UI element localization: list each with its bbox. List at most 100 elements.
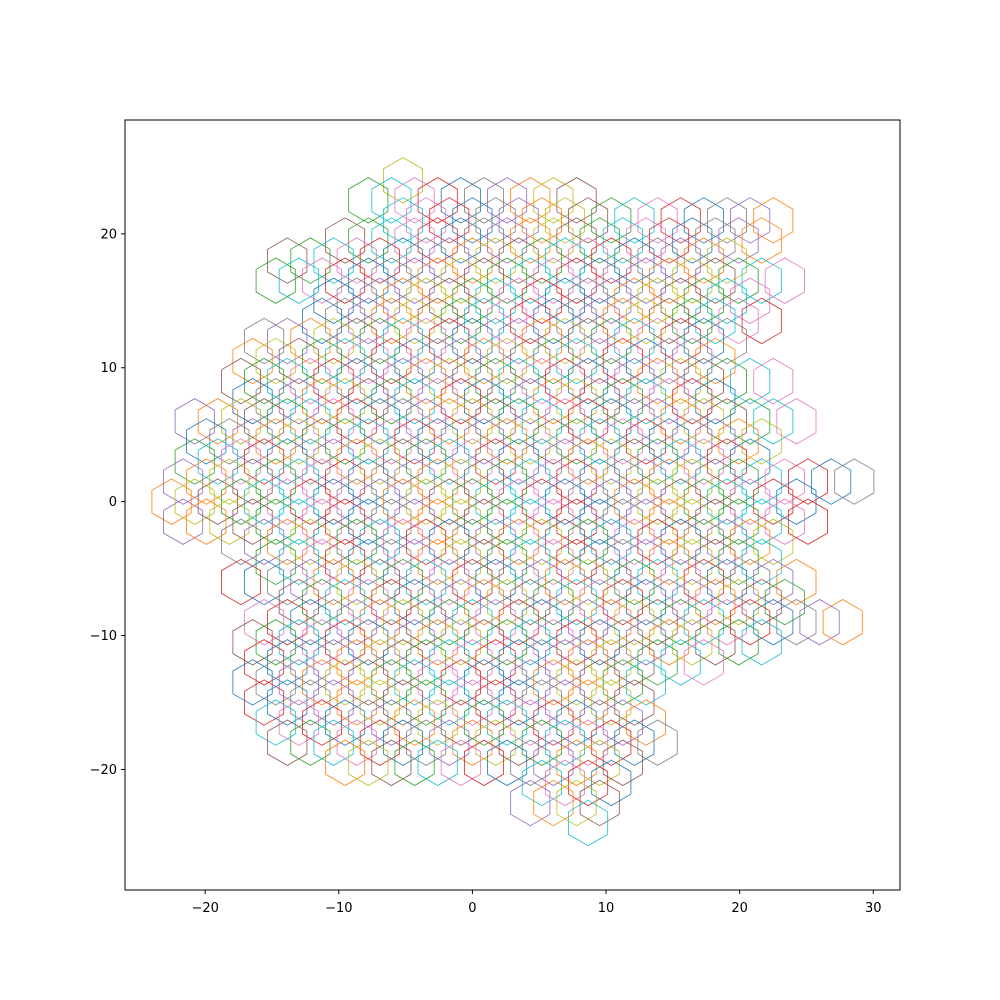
hexagon-marker bbox=[394, 578, 435, 626]
hexagon-marker bbox=[568, 197, 609, 244]
hexagon-marker bbox=[498, 398, 539, 445]
hexagon-marker bbox=[487, 699, 528, 746]
hexagon-marker bbox=[278, 337, 319, 385]
hexagon-marker bbox=[614, 478, 655, 525]
hexagon-marker bbox=[626, 498, 666, 545]
hexagon-marker bbox=[695, 458, 736, 505]
hexagon-marker bbox=[487, 739, 528, 786]
hexagon-marker bbox=[614, 719, 655, 766]
hexagon-marker bbox=[707, 357, 747, 405]
hexagon-marker bbox=[301, 378, 343, 425]
hexagon-marker bbox=[626, 297, 666, 345]
hexagon-marker bbox=[313, 518, 354, 565]
hexagon-marker bbox=[394, 739, 435, 786]
hexagon-marker bbox=[660, 197, 701, 244]
hexagon-marker bbox=[776, 599, 817, 646]
hexagon-marker bbox=[707, 277, 747, 324]
hexagon-marker bbox=[626, 257, 666, 304]
hexagon-marker bbox=[244, 639, 285, 686]
hexagon-marker bbox=[568, 599, 609, 646]
hexagon-marker bbox=[556, 739, 597, 786]
hexagon-marker bbox=[475, 197, 516, 244]
hexagon-marker bbox=[440, 538, 481, 586]
hexagon-marker bbox=[301, 699, 343, 746]
hexagon-marker bbox=[382, 719, 424, 766]
hexagon-marker bbox=[406, 317, 447, 365]
hexagon-marker bbox=[556, 217, 597, 264]
hexagon-marker bbox=[602, 418, 643, 465]
hexagon-marker bbox=[498, 317, 539, 365]
hexagon-marker bbox=[255, 538, 296, 586]
hexagon-marker bbox=[683, 438, 724, 485]
hexagon-marker bbox=[556, 779, 597, 827]
hexagon-marker bbox=[463, 257, 505, 304]
hexagon-marker bbox=[764, 458, 805, 505]
hexagon-marker bbox=[382, 679, 424, 726]
x-axis: −20 −10 0 10 20 30 bbox=[191, 890, 882, 916]
hexagon-marker bbox=[660, 438, 701, 485]
hexagon-marker bbox=[718, 619, 759, 666]
hexagon-marker bbox=[244, 438, 285, 485]
hexagon-marker bbox=[695, 578, 736, 626]
hexagon-marker bbox=[348, 177, 389, 224]
hexagon-marker bbox=[290, 719, 331, 766]
hexagon-marker bbox=[695, 538, 736, 586]
hexagon-marker bbox=[325, 458, 366, 505]
hexagon-marker bbox=[313, 357, 354, 405]
hexagon-marker bbox=[776, 558, 817, 606]
hexagon-marker bbox=[579, 217, 620, 264]
hexagon-marker bbox=[498, 599, 539, 646]
hexagon-marker bbox=[637, 317, 678, 365]
hexagon-marker bbox=[278, 458, 319, 505]
hexagon-marker bbox=[764, 257, 805, 304]
hexagon-marker bbox=[556, 619, 597, 666]
hexagon-marker bbox=[429, 719, 470, 766]
hexagon-marker bbox=[533, 337, 574, 385]
hexagon-marker bbox=[382, 518, 424, 565]
hexagon-marker bbox=[487, 378, 528, 425]
hexagon-marker bbox=[371, 297, 412, 345]
hexagon-marker bbox=[556, 659, 597, 706]
hexagon-marker bbox=[336, 277, 377, 324]
hexagon-marker bbox=[371, 418, 412, 465]
hexagon-marker bbox=[382, 558, 424, 606]
hexagon-marker bbox=[244, 518, 285, 565]
hexagon-marker bbox=[591, 599, 632, 646]
hexagon-marker bbox=[637, 237, 678, 284]
hexagon-marker bbox=[301, 458, 343, 505]
hexagon-marker bbox=[695, 337, 736, 385]
hexagon-marker bbox=[440, 337, 481, 385]
hexagon-marker bbox=[429, 277, 470, 324]
hexagon-marker bbox=[186, 498, 227, 545]
hexagon-marker bbox=[718, 217, 759, 264]
hexagon-marker bbox=[626, 659, 666, 706]
hexagon-marker bbox=[579, 378, 620, 425]
hexagon-marker bbox=[255, 458, 296, 505]
hexagon-marker bbox=[463, 418, 505, 465]
hexagon-marker bbox=[533, 418, 574, 465]
hexagon-marker bbox=[764, 498, 805, 545]
hexagon-marker bbox=[475, 438, 516, 485]
hexagon-marker bbox=[244, 317, 285, 365]
hexagon-marker bbox=[602, 217, 643, 264]
hexagon-marker bbox=[626, 578, 666, 626]
hexagon-marker bbox=[186, 418, 227, 465]
hexagon-marker bbox=[487, 257, 528, 304]
hexagon-marker bbox=[660, 317, 701, 365]
hexagon-marker bbox=[359, 438, 400, 485]
hexagon-marker bbox=[278, 257, 319, 304]
hexagon-marker bbox=[359, 719, 400, 766]
hexagon-marker bbox=[359, 317, 400, 365]
hexagon-marker bbox=[348, 418, 389, 465]
hexagon-marker bbox=[545, 317, 585, 365]
hexagon-marker bbox=[429, 478, 470, 525]
hexagon-marker bbox=[278, 699, 319, 746]
hexagon-marker bbox=[533, 458, 574, 505]
hexagon-marker bbox=[672, 619, 713, 666]
hexagon-marker bbox=[510, 779, 551, 827]
hexagon-marker bbox=[267, 478, 308, 525]
hexagon-marker bbox=[371, 257, 412, 304]
hexagon-marker bbox=[417, 337, 458, 385]
hexagon-marker bbox=[440, 739, 481, 786]
hexagon-marker bbox=[417, 297, 458, 345]
